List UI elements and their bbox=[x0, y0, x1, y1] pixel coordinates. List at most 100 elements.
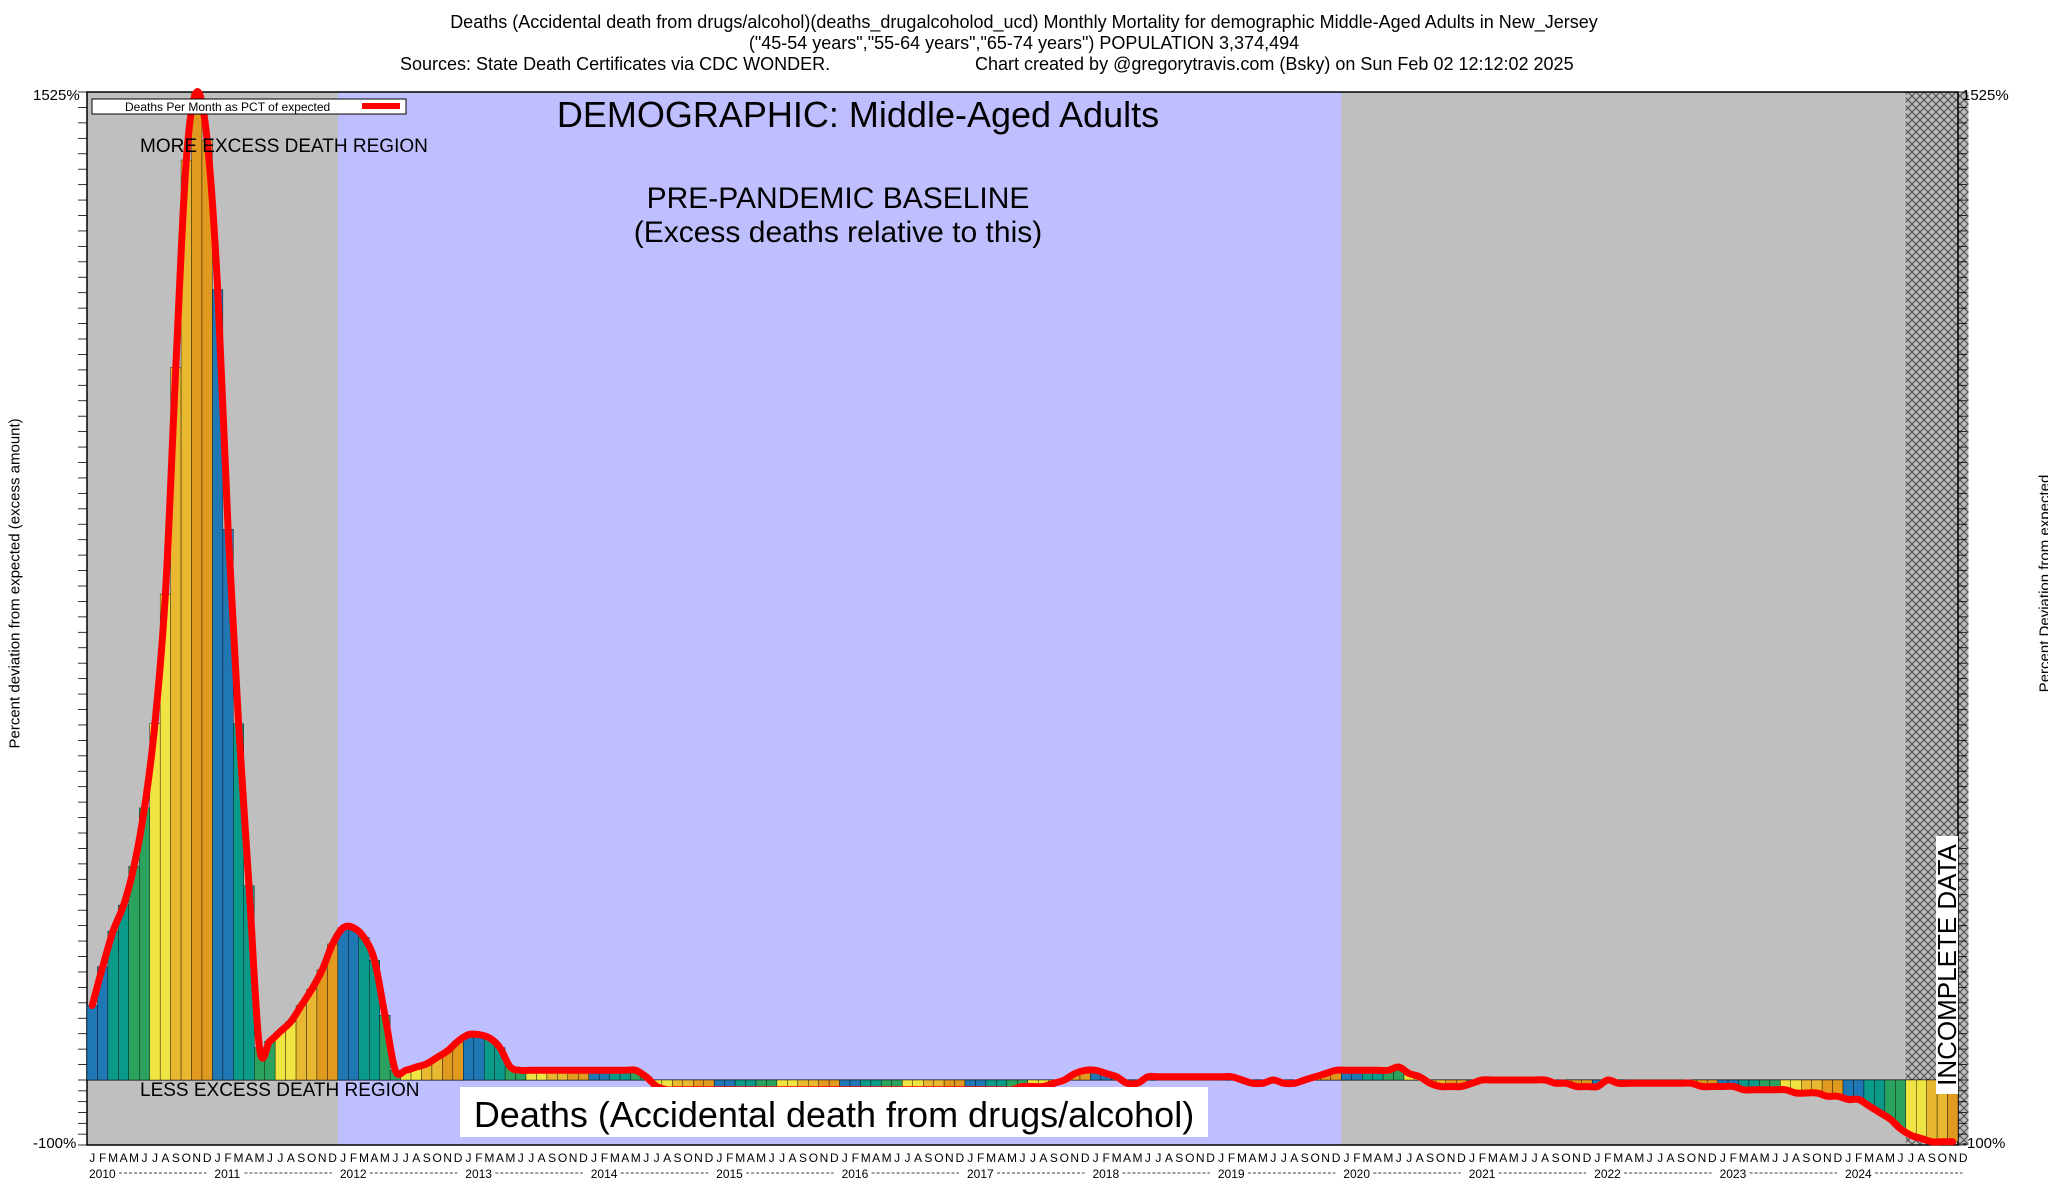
month-tick-label: D bbox=[1206, 1151, 1215, 1165]
month-tick-label: M bbox=[882, 1151, 892, 1165]
month-tick-label: N bbox=[1948, 1151, 1957, 1165]
month-tick-label: O bbox=[1687, 1151, 1696, 1165]
month-tick-label: A bbox=[1248, 1151, 1256, 1165]
month-tick-label: D bbox=[705, 1151, 714, 1165]
month-tick-label: N bbox=[192, 1151, 201, 1165]
month-tick-label: D bbox=[955, 1151, 964, 1165]
month-tick-label: S bbox=[548, 1151, 556, 1165]
month-tick-label: A bbox=[538, 1151, 546, 1165]
legend-entry: Deaths Per Month as PCT of expected bbox=[125, 100, 330, 114]
month-tick-label: F bbox=[1604, 1151, 1611, 1165]
month-tick-label: J bbox=[392, 1151, 398, 1165]
month-tick-label: J bbox=[894, 1151, 900, 1165]
month-tick-label: M bbox=[1362, 1151, 1372, 1165]
month-tick-label: A bbox=[872, 1151, 880, 1165]
month-tick-label: J bbox=[1344, 1151, 1350, 1165]
month-tick-label: J bbox=[267, 1151, 273, 1165]
month-tick-label: F bbox=[224, 1151, 231, 1165]
month-tick-label: O bbox=[1812, 1151, 1821, 1165]
month-tick-label: S bbox=[423, 1151, 431, 1165]
month-tick-label: M bbox=[505, 1151, 515, 1165]
month-tick-label: M bbox=[108, 1151, 118, 1165]
baseline-label-line1: PRE-PANDEMIC BASELINE bbox=[647, 182, 1030, 215]
plot-frame bbox=[86, 91, 1959, 1146]
sources-text: Sources: State Death Certificates via CD… bbox=[400, 54, 831, 74]
month-tick-label: F bbox=[726, 1151, 733, 1165]
bar-176 bbox=[1926, 1079, 1938, 1142]
month-tick-label: D bbox=[1833, 1151, 1842, 1165]
month-tick-label: M bbox=[129, 1151, 139, 1165]
month-tick-label: A bbox=[1123, 1151, 1131, 1165]
month-tick-label: S bbox=[1175, 1151, 1183, 1165]
month-tick-label: J bbox=[518, 1151, 524, 1165]
month-tick-label: A bbox=[663, 1151, 671, 1165]
month-tick-label: O bbox=[1185, 1151, 1194, 1165]
month-tick-label: A bbox=[287, 1151, 295, 1165]
bar-26 bbox=[358, 937, 370, 1081]
month-tick-label: J bbox=[1783, 1151, 1789, 1165]
month-tick-label: D bbox=[1708, 1151, 1717, 1165]
month-tick-label: A bbox=[496, 1151, 504, 1165]
metric-label-box bbox=[460, 1087, 1208, 1137]
bar-23 bbox=[327, 943, 339, 1081]
month-tick-label: D bbox=[328, 1151, 337, 1165]
month-tick-label: J bbox=[654, 1151, 660, 1165]
bar-21 bbox=[306, 989, 318, 1081]
month-tick-label: M bbox=[756, 1151, 766, 1165]
bar-0 bbox=[86, 1005, 98, 1081]
month-tick-label: A bbox=[1416, 1151, 1424, 1165]
year-tick-label: 2013 bbox=[465, 1167, 492, 1181]
year-tick-label: 2023 bbox=[1720, 1167, 1747, 1181]
year-tick-label: 2021 bbox=[1469, 1167, 1496, 1181]
month-tick-label: S bbox=[1552, 1151, 1560, 1165]
less-excess-region-label: LESS EXCESS DEATH REGION bbox=[140, 1080, 419, 1101]
chart-subtitle: ("45-54 years","55-64 years","65-74 year… bbox=[748, 33, 1300, 53]
month-tick-label: O bbox=[558, 1151, 567, 1165]
month-tick-label: J bbox=[716, 1151, 722, 1165]
month-tick-label: A bbox=[1290, 1151, 1298, 1165]
year-tick-label: 2015 bbox=[716, 1167, 743, 1181]
month-tick-label: O bbox=[1436, 1151, 1445, 1165]
month-tick-label: S bbox=[1426, 1151, 1434, 1165]
year-tick-label: 2011 bbox=[214, 1167, 240, 1181]
month-tick-label: N bbox=[945, 1151, 954, 1165]
month-tick-label: F bbox=[601, 1151, 608, 1165]
month-tick-label: S bbox=[799, 1151, 807, 1165]
month-tick-label: N bbox=[1321, 1151, 1330, 1165]
month-tick-label: A bbox=[161, 1151, 169, 1165]
metric-label: Deaths (Accidental death from drugs/alco… bbox=[474, 1094, 1194, 1135]
month-tick-label: A bbox=[1039, 1151, 1047, 1165]
month-tick-label: A bbox=[998, 1151, 1006, 1165]
month-tick-label: N bbox=[1698, 1151, 1707, 1165]
y-bottom-label-left: -100% bbox=[33, 1135, 76, 1152]
month-tick-label: J bbox=[643, 1151, 649, 1165]
month-tick-label: J bbox=[1093, 1151, 1099, 1165]
month-tick-label: D bbox=[454, 1151, 463, 1165]
month-tick-label: J bbox=[1406, 1151, 1412, 1165]
month-tick-label: F bbox=[852, 1151, 859, 1165]
month-tick-label: F bbox=[1353, 1151, 1360, 1165]
month-tick-label: N bbox=[1196, 1151, 1205, 1165]
month-tick-label: J bbox=[591, 1151, 597, 1165]
year-tick-label: 2022 bbox=[1594, 1167, 1621, 1181]
month-tick-label: O bbox=[809, 1151, 818, 1165]
month-tick-label: J bbox=[967, 1151, 973, 1165]
bar-4 bbox=[128, 866, 140, 1081]
month-tick-label: J bbox=[403, 1151, 409, 1165]
month-tick-label: M bbox=[1383, 1151, 1393, 1165]
y-bottom-label-right: -100% bbox=[1962, 1135, 2005, 1152]
month-tick-label: A bbox=[1541, 1151, 1549, 1165]
month-tick-label: A bbox=[120, 1151, 128, 1165]
bar-11 bbox=[201, 140, 213, 1081]
month-tick-label: J bbox=[1020, 1151, 1026, 1165]
month-tick-label: J bbox=[1145, 1151, 1151, 1165]
month-tick-label: M bbox=[1864, 1151, 1874, 1165]
month-tick-label: M bbox=[484, 1151, 494, 1165]
month-tick-label: S bbox=[1050, 1151, 1058, 1165]
month-tick-label: J bbox=[152, 1151, 158, 1165]
month-tick-label: M bbox=[1509, 1151, 1519, 1165]
month-tick-label: J bbox=[1030, 1151, 1036, 1165]
year-tick-label: 2014 bbox=[591, 1167, 618, 1181]
month-tick-label: M bbox=[359, 1151, 369, 1165]
month-tick-label: J bbox=[1657, 1151, 1663, 1165]
